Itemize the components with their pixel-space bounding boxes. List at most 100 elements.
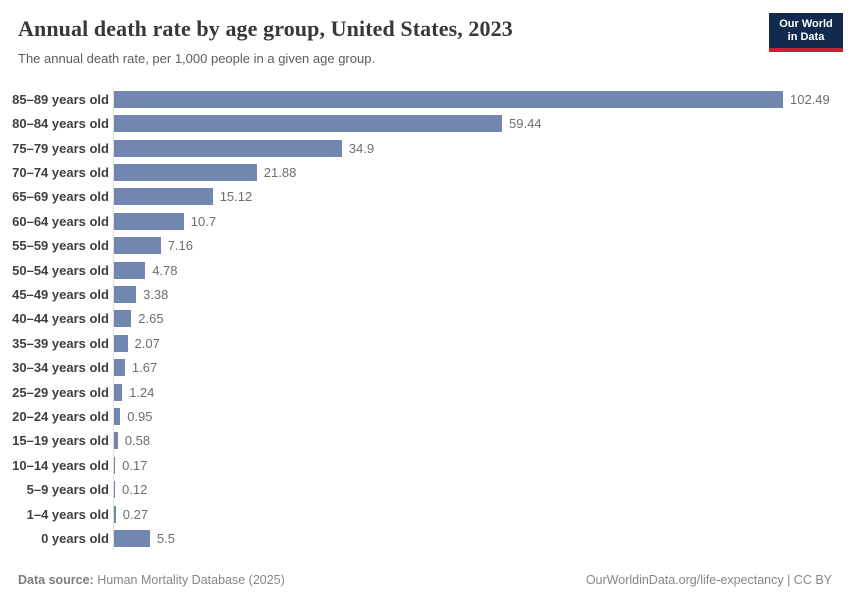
category-label: 40–44 years old <box>12 311 109 327</box>
bar-track: 1.24 <box>113 379 850 405</box>
data-source-note: Data source: Human Mortality Database (2… <box>18 573 285 587</box>
bar-track: 59.44 <box>113 111 850 136</box>
value-label: 7.16 <box>167 238 193 254</box>
bar-track: 34.9 <box>113 135 850 161</box>
bar-track: 2.07 <box>113 331 850 356</box>
owid-logo-line2: in Data <box>787 31 825 43</box>
bar-track: 7.16 <box>113 233 850 258</box>
value-label: 0.27 <box>122 506 149 522</box>
bar-track: 0.95 <box>113 404 850 429</box>
bar-row: 25–29 years old 1.24 <box>0 379 850 405</box>
bar-track: 3.38 <box>113 282 850 307</box>
bar-track: 5.5 <box>113 526 850 551</box>
value-label: 0.95 <box>127 408 153 424</box>
value-label: 15.12 <box>219 189 253 205</box>
category-label: 0 years old <box>41 531 109 547</box>
value-label: 10.7 <box>190 213 217 229</box>
bar-row: 35–39 years old 2.07 <box>0 331 850 356</box>
bar[interactable] <box>114 163 257 181</box>
category-label: 30–34 years old <box>12 360 109 376</box>
data-source-label: Data source: <box>18 573 94 587</box>
bar-row: 85–89 years old 102.49 <box>0 87 850 112</box>
value-label: 21.88 <box>263 164 297 180</box>
chart-footer: Data source: Human Mortality Database (2… <box>18 573 832 587</box>
bar[interactable] <box>114 115 502 133</box>
bar-row: 10–14 years old 0.17 <box>0 453 850 478</box>
bar[interactable] <box>114 530 150 548</box>
bar-row: 30–34 years old 1.67 <box>0 355 850 380</box>
value-label: 5.5 <box>156 531 175 547</box>
category-label: 1–4 years old <box>26 506 109 522</box>
bar-track: 0.12 <box>113 477 850 502</box>
category-label: 25–29 years old <box>12 384 109 400</box>
category-label: 70–74 years old <box>12 164 109 180</box>
category-label: 10–14 years old <box>12 457 109 473</box>
bar-track: 15.12 <box>113 184 850 210</box>
bar-row: 5–9 years old 0.12 <box>0 477 850 502</box>
value-label: 34.9 <box>348 140 375 156</box>
category-label: 75–79 years old <box>12 140 109 156</box>
bar[interactable] <box>114 139 342 157</box>
bar-row: 55–59 years old 7.16 <box>0 233 850 258</box>
bar-row: 40–44 years old 2.65 <box>0 306 850 332</box>
bar[interactable] <box>114 334 128 352</box>
owid-logo[interactable]: Our World in Data <box>769 13 843 52</box>
bar-track: 4.78 <box>113 257 850 283</box>
bar-row: 65–69 years old 15.12 <box>0 184 850 210</box>
owid-license-link[interactable]: OurWorldinData.org/life-expectancy | CC … <box>585 573 832 587</box>
bar[interactable] <box>114 310 132 328</box>
value-label: 1.24 <box>129 384 155 400</box>
category-label: 85–89 years old <box>12 91 109 107</box>
bar[interactable] <box>114 188 213 206</box>
bar-row: 80–84 years old 59.44 <box>0 111 850 136</box>
value-label: 0.58 <box>124 433 151 449</box>
bar-row: 50–54 years old 4.78 <box>0 257 850 283</box>
value-label: 3.38 <box>143 286 169 302</box>
bar-row: 1–4 years old 0.27 <box>0 501 850 527</box>
bar[interactable] <box>114 383 123 401</box>
bar-track: 1.67 <box>113 355 850 380</box>
bar-track: 0.58 <box>113 428 850 454</box>
bar-track: 0.27 <box>113 501 850 527</box>
bar[interactable] <box>114 237 161 255</box>
bar[interactable] <box>114 432 118 450</box>
owid-logo-line1: Our World <box>779 18 833 30</box>
chart-subtitle: The annual death rate, per 1,000 people … <box>18 51 376 66</box>
bar-track: 10.7 <box>113 209 850 234</box>
chart-header: Annual death rate by age group, United S… <box>0 0 850 66</box>
value-label: 1.67 <box>131 360 158 376</box>
bar[interactable] <box>114 212 184 230</box>
value-label: 2.07 <box>134 335 160 351</box>
category-label: 15–19 years old <box>12 433 109 449</box>
value-label: 0.17 <box>122 457 148 473</box>
category-label: 45–49 years old <box>12 286 109 302</box>
bar[interactable] <box>114 285 137 303</box>
bar[interactable] <box>114 456 116 474</box>
data-source-text: Human Mortality Database (2025) <box>93 573 285 587</box>
bar-row: 75–79 years old 34.9 <box>0 135 850 161</box>
value-label: 0.12 <box>122 482 148 498</box>
bar-track: 102.49 <box>113 87 850 112</box>
value-label: 102.49 <box>790 91 830 107</box>
bar-track: 2.65 <box>113 306 850 332</box>
bar-chart: 85–89 years old 102.49 80–84 years old 59.4… <box>0 87 850 551</box>
bar[interactable] <box>114 359 125 377</box>
category-label: 35–39 years old <box>12 335 109 351</box>
bar-row: 60–64 years old 10.7 <box>0 209 850 234</box>
category-label: 50–54 years old <box>12 262 109 278</box>
bar[interactable] <box>114 90 783 108</box>
bar-row: 45–49 years old 3.38 <box>0 282 850 307</box>
bar-track: 0.17 <box>113 453 850 478</box>
bar-row: 70–74 years old 21.88 <box>0 160 850 185</box>
category-label: 20–24 years old <box>12 408 109 424</box>
value-label: 59.44 <box>509 116 542 132</box>
bar[interactable] <box>114 505 116 523</box>
category-label: 60–64 years old <box>12 213 109 229</box>
category-label: 80–84 years old <box>12 116 109 132</box>
category-label: 55–59 years old <box>12 238 109 254</box>
bar-track: 21.88 <box>113 160 850 185</box>
bar[interactable] <box>114 407 121 425</box>
bar[interactable] <box>114 481 115 499</box>
bar[interactable] <box>114 261 146 279</box>
